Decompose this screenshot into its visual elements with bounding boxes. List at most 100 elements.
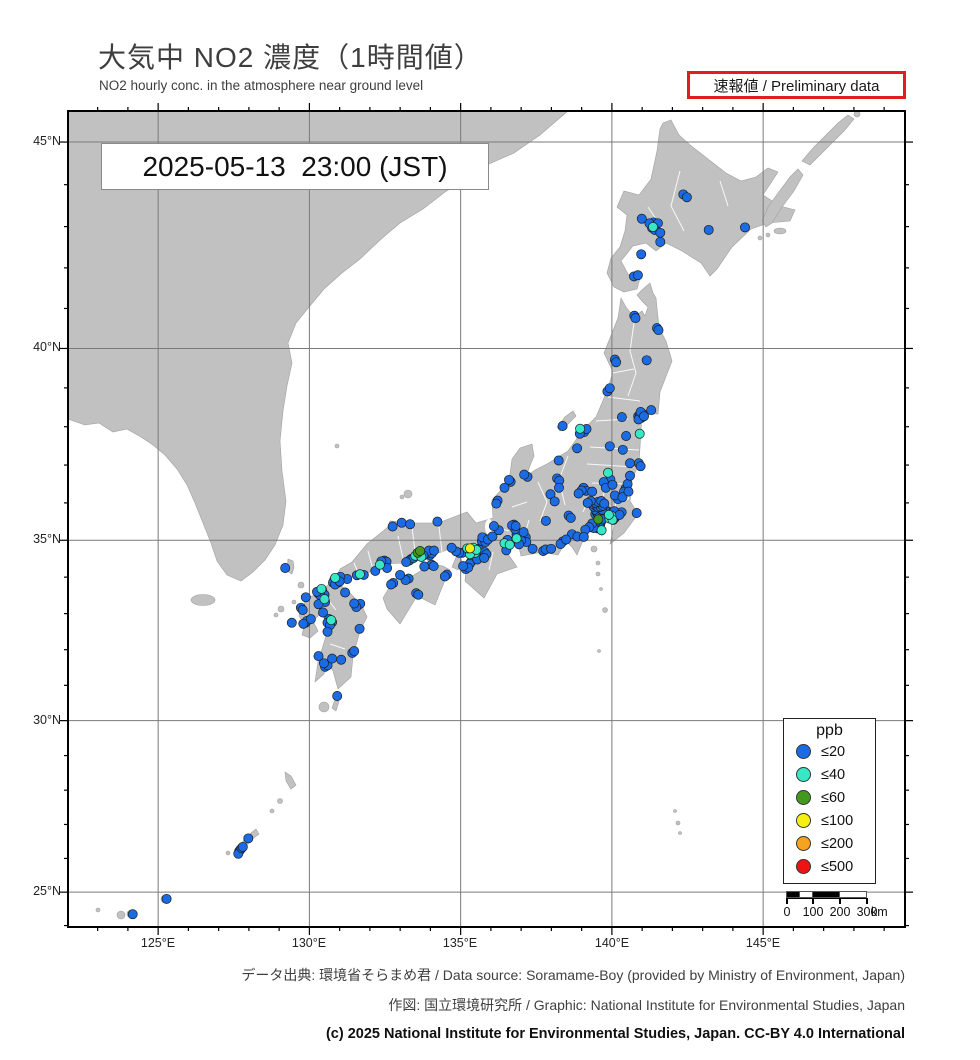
station-dot-le20 (604, 441, 615, 452)
station-dot-le20 (617, 492, 628, 503)
station-dot-le40 (575, 423, 586, 434)
station-dot-le20 (313, 651, 324, 662)
station-dot-le20 (318, 607, 328, 618)
timestamp-box: 2025-05-13 23:00 (JST) (101, 143, 489, 190)
legend-item-le60: ≤60 (784, 786, 875, 809)
station-dot-le40 (634, 428, 645, 439)
station-dot-le20 (653, 325, 664, 336)
station-dot-le20 (336, 654, 347, 665)
legend-item-le20: ≤20 (784, 740, 875, 763)
station-dot-le20 (582, 497, 593, 508)
station-dot-le20 (340, 587, 351, 598)
legend-label-le20: ≤20 (821, 743, 846, 760)
land-iturup (801, 114, 855, 166)
scale-label-0: 0 (783, 905, 791, 919)
legend-swatch-le20 (796, 744, 811, 759)
legend-item-le200: ≤200 (784, 832, 875, 855)
legend-item-le100: ≤100 (784, 809, 875, 832)
lat-label-25n: 25°N (33, 884, 61, 898)
legend-label-le60: ≤60 (821, 789, 846, 806)
station-dot-le20 (631, 508, 642, 518)
lon-label-145e: 145°E (745, 936, 781, 950)
station-dot-le20 (625, 458, 635, 469)
footer-graphic-credit: 作図: 国立環境研究所 / Graphic: National Institut… (388, 997, 905, 1013)
station-dot-le20 (636, 249, 647, 260)
station-dot-le20 (623, 486, 634, 497)
station-dot-le20 (297, 605, 308, 615)
legend-item-le500: ≤500 (784, 855, 875, 878)
lat-label-35n: 35°N (33, 532, 61, 546)
station-dot-le20 (646, 405, 657, 416)
station-dot-le20 (237, 841, 248, 852)
station-dot-le40 (354, 569, 365, 580)
station-dot-le20 (446, 542, 457, 553)
station-dot-le20 (327, 653, 338, 664)
station-dot-le40 (596, 525, 607, 536)
station-dots (127, 189, 750, 920)
station-dot-le40 (319, 594, 330, 605)
land-jeju (190, 594, 216, 606)
land-asia-continent (68, 111, 569, 582)
station-dot-le20 (298, 618, 309, 629)
station-dot-le20 (243, 833, 254, 844)
legend-title: ppb (816, 722, 843, 739)
station-dot-le20 (387, 521, 398, 532)
station-dot-le20 (655, 236, 666, 247)
footer-copyright: (c) 2025 National Institute for Environm… (325, 1026, 905, 1042)
station-dot-le20 (635, 461, 646, 472)
lon-label-125e: 125°E (140, 936, 176, 950)
station-dot-le20 (405, 519, 416, 530)
scale-label-300: 300 (856, 905, 878, 919)
station-dot-le20 (504, 474, 514, 485)
station-dot-le20 (419, 561, 430, 572)
legend-swatch-le200 (796, 836, 811, 851)
japan-map (60, 103, 913, 935)
station-dot-le40 (326, 615, 337, 626)
station-dot-le20 (479, 553, 490, 563)
station-dot-le20 (395, 569, 406, 580)
station-dot-le20 (557, 421, 568, 431)
station-dot-le20 (578, 531, 589, 542)
station-dot-le20 (318, 658, 329, 669)
station-dot-le20 (300, 592, 311, 603)
station-dot-le20 (499, 482, 510, 493)
station-dot-le20 (305, 614, 316, 625)
station-dot-le20 (386, 579, 397, 590)
station-dot-le20 (510, 521, 521, 532)
legend-swatch-le500 (796, 859, 811, 874)
station-dot-le20 (611, 357, 622, 368)
station-dot-le20 (554, 482, 564, 493)
station-dot-le20 (280, 563, 291, 573)
station-dot-le20 (332, 691, 343, 701)
legend-label-le200: ≤200 (821, 835, 854, 852)
station-dot-le20 (740, 222, 750, 233)
station-dot-le20 (428, 561, 439, 572)
station-dot-le20 (519, 469, 530, 480)
legend-box: ppb ≤20 ≤40 ≤60 ≤100 ≤200 ≤500 (783, 718, 876, 884)
lat-label-40n: 40°N (33, 340, 61, 354)
station-dot-le20 (439, 571, 450, 582)
land-hokkaido (606, 119, 796, 293)
scale-bar: 0 100 200 300 km (784, 888, 916, 922)
station-dot-le20 (572, 443, 583, 454)
station-dot-le20 (491, 498, 502, 509)
station-dot-le20 (286, 617, 297, 628)
station-dot-le20 (401, 557, 412, 568)
station-dot-le40 (330, 572, 341, 583)
station-dot-le20 (621, 431, 632, 441)
station-dot-le20 (641, 355, 652, 366)
station-dot-le40 (603, 467, 613, 478)
station-dot-le20 (488, 521, 499, 532)
station-dot-le20 (616, 412, 627, 423)
station-dot-le20 (703, 224, 714, 235)
station-dot-le60 (593, 514, 604, 525)
map-frame (67, 110, 906, 928)
station-dot-le20 (432, 516, 443, 527)
station-dot-le20 (604, 383, 615, 394)
station-dot-le20 (639, 411, 649, 422)
station-dot-le20 (349, 646, 360, 657)
station-dot-le20 (607, 479, 618, 490)
station-dot-le40 (511, 533, 522, 544)
legend-swatch-le60 (796, 790, 811, 805)
page-title: 大気中 NO2 濃度（1時間値） (98, 42, 483, 73)
